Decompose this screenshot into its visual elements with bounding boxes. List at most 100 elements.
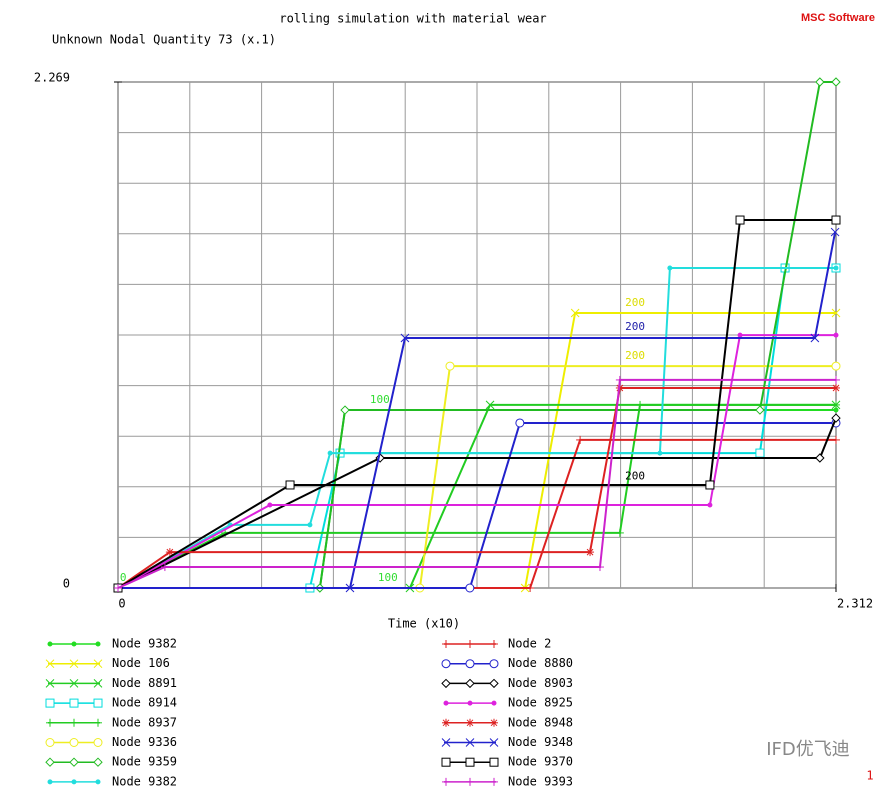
marker bbox=[735, 215, 745, 225]
marker bbox=[69, 659, 79, 669]
marker bbox=[442, 777, 450, 786]
annotation: 200 bbox=[625, 320, 645, 333]
marker bbox=[467, 700, 473, 706]
marker bbox=[526, 584, 535, 592]
marker bbox=[755, 448, 765, 458]
marker bbox=[441, 738, 451, 747]
logo: MSC Software bbox=[801, 12, 875, 24]
x-tick-label: 2.312 bbox=[837, 597, 873, 611]
marker bbox=[595, 563, 604, 572]
marker bbox=[667, 265, 673, 271]
y-tick-label: 2.269 bbox=[34, 71, 70, 85]
marker bbox=[831, 77, 841, 87]
marker bbox=[69, 698, 79, 708]
marker bbox=[636, 400, 645, 409]
annotation: 200 bbox=[625, 296, 645, 309]
marker bbox=[47, 641, 53, 647]
marker bbox=[815, 453, 825, 463]
annotation: 100 bbox=[378, 571, 398, 584]
legend-label: Node 8903 bbox=[508, 676, 573, 690]
page-number: 1 bbox=[866, 769, 873, 783]
y-tick-label: 0 bbox=[63, 577, 70, 591]
marker bbox=[267, 502, 273, 508]
marker bbox=[831, 361, 841, 371]
legend-label: Node 8937 bbox=[112, 715, 177, 729]
marker bbox=[441, 659, 451, 669]
marker bbox=[95, 641, 101, 647]
marker bbox=[47, 779, 53, 785]
marker bbox=[737, 332, 743, 338]
marker bbox=[165, 548, 174, 557]
marker bbox=[69, 679, 79, 688]
marker bbox=[810, 333, 820, 343]
marker bbox=[830, 227, 840, 237]
marker bbox=[340, 405, 350, 415]
watermark: IFD优飞迪 bbox=[766, 739, 850, 760]
marker bbox=[465, 757, 475, 767]
marker bbox=[831, 215, 841, 225]
legend-label: Node 8948 bbox=[508, 715, 573, 729]
annotation: 200 bbox=[625, 469, 645, 482]
marker bbox=[114, 584, 122, 592]
legend-label: Node 9382 bbox=[112, 774, 177, 788]
marker bbox=[707, 502, 713, 508]
marker bbox=[94, 718, 102, 727]
chart-title: rolling simulation with material wear bbox=[279, 12, 546, 26]
marker bbox=[45, 698, 55, 708]
legend-label: Node 8891 bbox=[112, 676, 177, 690]
marker bbox=[615, 528, 624, 537]
annotation: 0 bbox=[120, 571, 127, 584]
marker bbox=[515, 418, 525, 428]
annotation: 200 bbox=[625, 349, 645, 362]
marker bbox=[345, 583, 355, 593]
marker bbox=[833, 265, 839, 271]
marker bbox=[485, 400, 495, 410]
legend-label: Node 9393 bbox=[508, 774, 573, 788]
marker bbox=[832, 375, 840, 384]
marker bbox=[285, 480, 295, 490]
marker bbox=[491, 700, 497, 706]
marker bbox=[490, 718, 498, 727]
marker bbox=[441, 678, 451, 689]
marker bbox=[45, 738, 55, 747]
marker bbox=[307, 522, 313, 528]
series bbox=[115, 265, 839, 591]
marker bbox=[93, 757, 103, 767]
marker bbox=[93, 738, 103, 747]
marker bbox=[832, 400, 840, 409]
marker bbox=[832, 435, 840, 444]
legend-label: Node 9382 bbox=[112, 637, 177, 651]
marker bbox=[576, 435, 585, 444]
marker bbox=[70, 718, 78, 727]
series bbox=[114, 375, 840, 592]
marker bbox=[490, 640, 498, 648]
legend-label: Node 106 bbox=[112, 656, 170, 670]
marker bbox=[71, 641, 77, 647]
marker bbox=[490, 777, 498, 786]
marker bbox=[466, 718, 474, 727]
marker bbox=[465, 583, 475, 593]
marker bbox=[570, 308, 580, 318]
marker bbox=[465, 678, 475, 689]
x-tick-label: 0 bbox=[118, 597, 125, 611]
marker bbox=[327, 450, 333, 456]
marker bbox=[445, 361, 455, 371]
marker bbox=[489, 738, 499, 747]
annotation: 100 bbox=[370, 393, 390, 406]
marker bbox=[400, 333, 410, 343]
marker bbox=[93, 679, 103, 688]
marker bbox=[465, 659, 475, 669]
marker bbox=[489, 757, 499, 767]
marker bbox=[71, 779, 77, 785]
marker bbox=[46, 718, 54, 727]
legend-label: Node 8914 bbox=[112, 696, 177, 710]
marker bbox=[95, 779, 101, 785]
marker bbox=[489, 659, 499, 669]
legend-label: Node 9348 bbox=[508, 735, 573, 749]
legend-label: Node 9336 bbox=[112, 735, 177, 749]
marker bbox=[45, 757, 55, 767]
marker bbox=[615, 375, 624, 384]
legend-label: Node 9370 bbox=[508, 755, 573, 769]
marker bbox=[45, 679, 55, 688]
